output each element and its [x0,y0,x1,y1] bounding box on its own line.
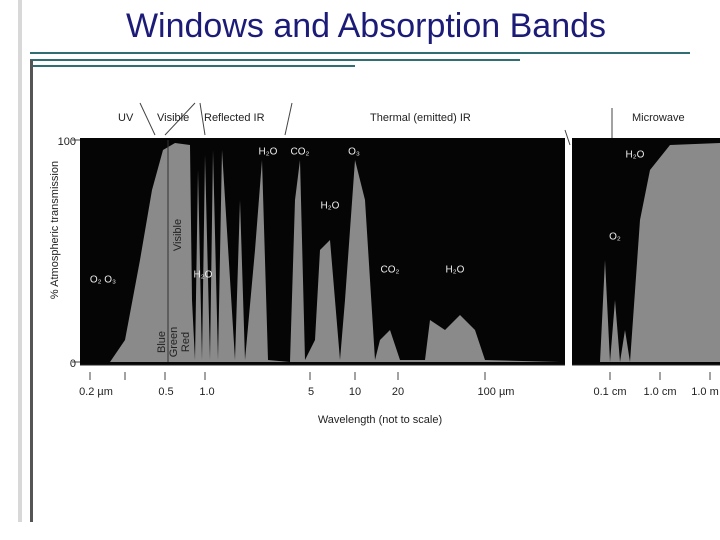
x-tick [89,372,711,380]
region-label: Microwave [632,112,685,124]
absorber-label: H₂O [194,270,213,281]
figure: UV Visible Reflected IR Thermal (emitted… [49,102,720,426]
y-tick-label: 0 [70,358,76,370]
side-bar [18,0,22,522]
slide-title: Windows and Absorption Bands [126,7,606,45]
region-label: UV [118,112,134,124]
x-tick-label: 0.2 µm [79,386,113,398]
color-label: Green [168,327,180,358]
y-axis-label: % Atmospheric transmission [49,161,61,299]
absorber-label: CO₂ [381,265,400,276]
absorber-label: O₃ [348,147,360,158]
side-bar [30,60,33,522]
region-label: Visible [157,112,189,124]
x-tick-label: 0.5 [158,386,173,398]
absorber-label: H₂O [446,265,465,276]
color-label: Blue [156,331,168,353]
color-label: Red [180,332,192,352]
region-label: Reflected IR [204,112,265,124]
x-tick-label: 20 [392,386,404,398]
x-tick-label: 5 [308,386,314,398]
x-tick-label: 0.1 cm [593,386,626,398]
absorber-label: O₂ O₃ [90,275,116,286]
absorber-label: CO₂ [291,147,310,158]
x-axis-label: Wavelength (not to scale) [318,414,442,426]
x-tick-label: 1.0 m [691,386,719,398]
x-tick-label: 1.0 cm [643,386,676,398]
region-label: Thermal (emitted) IR [370,112,471,124]
x-tick-label: 10 [349,386,361,398]
transmission-area [110,143,560,362]
absorber-label: O₂ [609,232,621,243]
absorber-label: H₂O [259,147,278,158]
visible-label: Visible [172,219,184,251]
x-tick-label: 100 µm [478,386,515,398]
absorber-label: H₂O [626,150,645,161]
y-tick [72,139,80,363]
region-tick [139,102,613,146]
absorber-label: H₂O [321,201,340,212]
x-tick-label: 1.0 [199,386,214,398]
y-tick-label: 100 [58,136,76,148]
transmission-area [600,143,720,362]
